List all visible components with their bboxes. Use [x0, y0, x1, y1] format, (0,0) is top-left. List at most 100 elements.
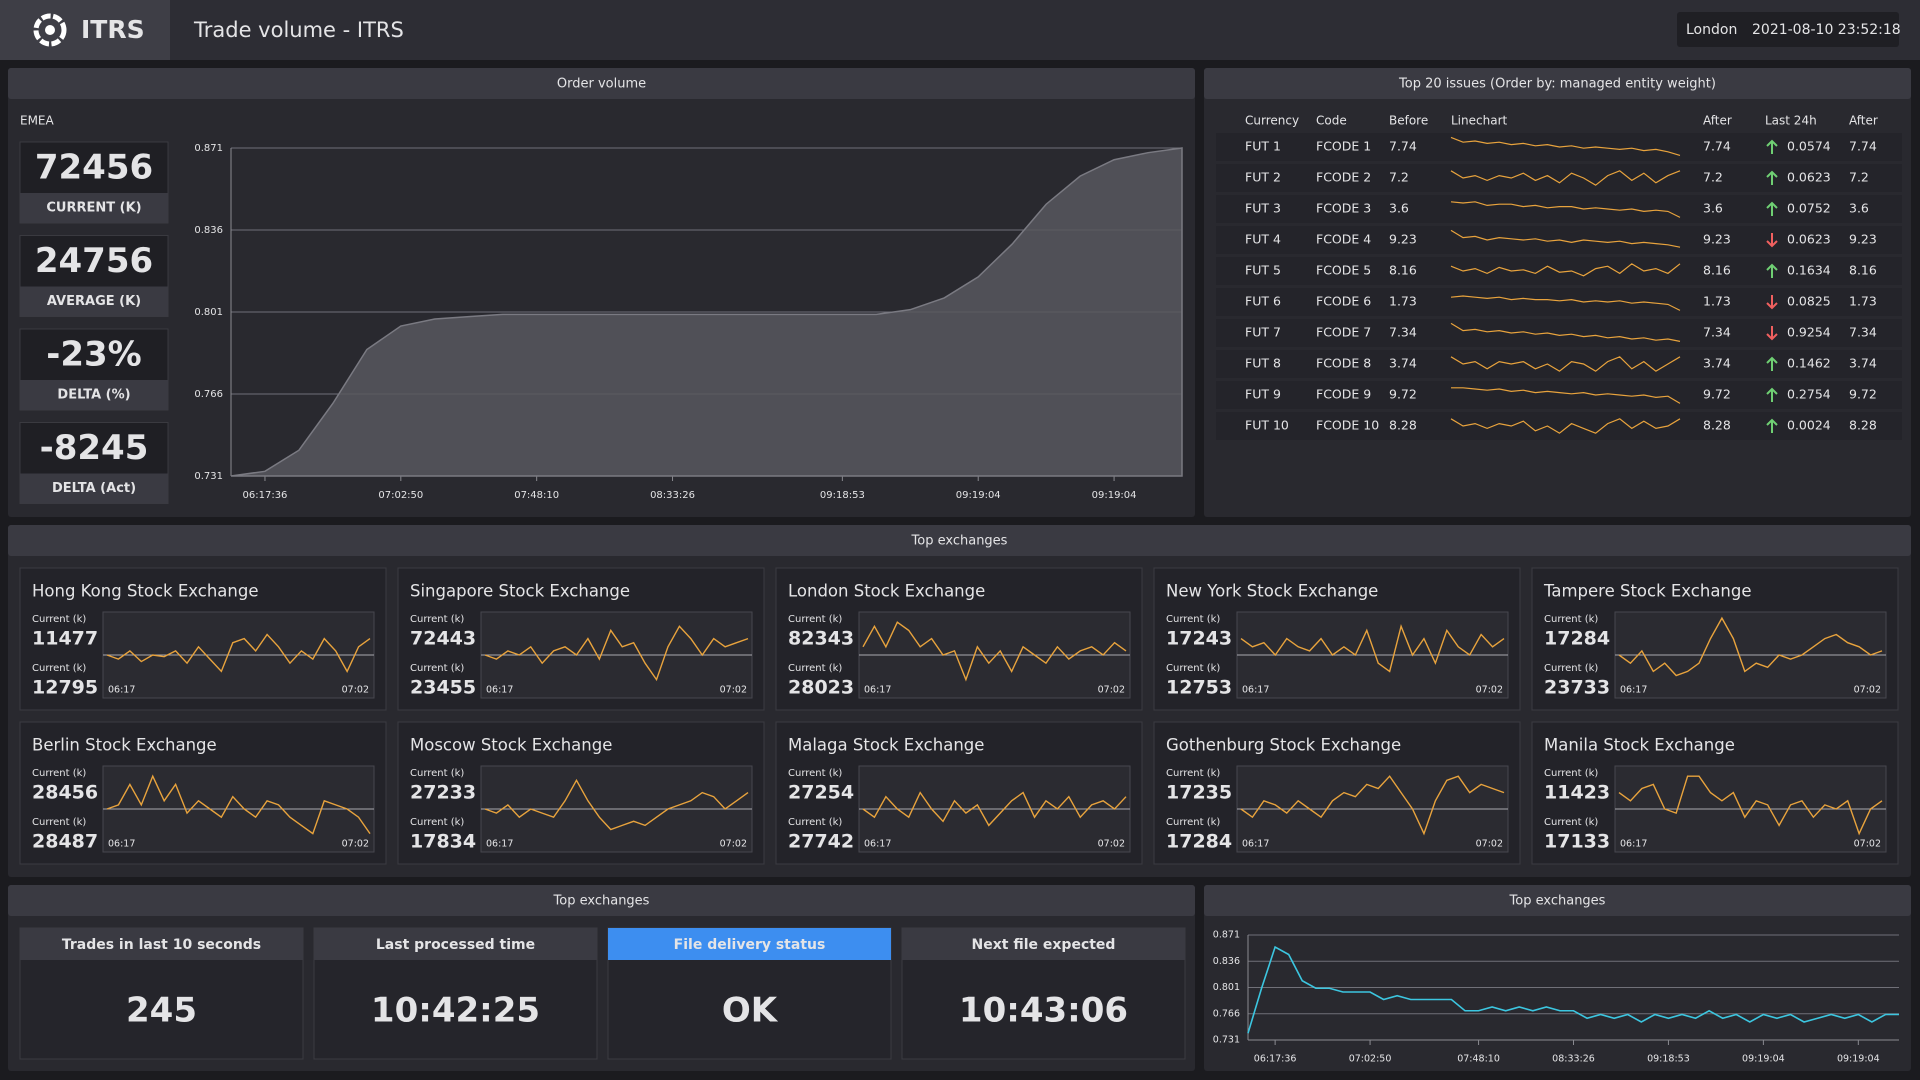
kpi-label: DELTA (Act) [52, 481, 136, 496]
row-sparkline [1450, 201, 1681, 218]
kpi-label: CURRENT (K) [46, 201, 141, 216]
column-header: Last 24h [1765, 114, 1817, 128]
previous-value: 12795 [32, 677, 98, 699]
x-end-label: 07:02 [342, 839, 369, 850]
value-label: Current (k) [410, 614, 464, 625]
tile-value: 10:43:06 [959, 991, 1128, 1031]
trend-arrow [1766, 418, 1778, 433]
table-cell: 7.34 [1849, 325, 1877, 340]
exchange-sparkline [1618, 616, 1883, 677]
table-cell: FCODE 9 [1316, 387, 1371, 402]
region: EMEA [20, 114, 55, 128]
y-tick-label: 0.766 [1213, 1008, 1240, 1019]
row-sparkline [1450, 170, 1681, 186]
table-cell: 7.2 [1703, 170, 1723, 185]
table-cell: FUT 1 [1245, 139, 1281, 154]
logo-dot [45, 25, 55, 35]
table-cell: FCODE 2 [1316, 170, 1371, 185]
table-cell: FUT 4 [1245, 232, 1281, 247]
panel [8, 885, 1195, 1071]
x-tick-label: 09:19:04 [956, 490, 1001, 501]
panel-header [8, 525, 1911, 556]
table-row [1216, 319, 1902, 347]
kpi-value: -23% [46, 335, 142, 375]
x-tick-label: 09:19:04 [1092, 490, 1137, 501]
x-tick-label: 09:19:04 [1837, 1054, 1880, 1065]
value-label: Current (k) [788, 663, 842, 674]
value-label: Current (k) [788, 768, 842, 779]
y-tick-label: 0.731 [194, 471, 223, 482]
table-cell: FUT 7 [1245, 325, 1281, 340]
exchange-sparkline [484, 625, 749, 682]
value-label: Current (k) [1544, 614, 1598, 625]
exchange-name: Malaga Stock Exchange [788, 736, 984, 755]
exchange-name: New York Stock Exchange [1166, 582, 1378, 601]
table-row [1216, 164, 1902, 192]
column-header: After [1849, 114, 1878, 128]
table-cell: 9.72 [1703, 387, 1731, 402]
page-title: Trade volume - ITRS [193, 18, 404, 42]
logo-ring [33, 13, 67, 47]
panel-title: Top exchanges [553, 894, 650, 909]
panel-header [1204, 68, 1911, 99]
table-cell: 0.9254 [1787, 325, 1831, 340]
current-value: 82343 [788, 628, 854, 650]
row-sparkline [1451, 387, 1681, 404]
y-tick-label: 0.871 [1213, 930, 1240, 941]
x-tick-label: 07:48:10 [1457, 1054, 1500, 1065]
kpi-value: -8245 [40, 428, 149, 468]
tile-header [314, 928, 597, 960]
x-start-label: 06:17 [864, 685, 891, 696]
table-cell: 0.0623 [1787, 232, 1831, 247]
x-start-label: 06:17 [1620, 685, 1647, 696]
x-tick-label: 08:33:26 [1552, 1054, 1595, 1065]
panel-title: Top exchanges [911, 534, 1008, 549]
table-cell: 3.6 [1849, 201, 1869, 216]
column-header: Before [1389, 114, 1428, 128]
table-cell: 7.74 [1389, 139, 1417, 154]
x-end-label: 07:02 [1854, 685, 1881, 696]
table-cell: 0.1462 [1787, 356, 1831, 371]
table-cell: 0.0024 [1787, 418, 1831, 433]
location: London [1686, 22, 1737, 38]
kpi-label-bar [20, 193, 168, 223]
y-tick-label: 0.871 [194, 143, 223, 154]
x-end-label: 07:02 [1476, 685, 1503, 696]
table-cell: 8.16 [1389, 263, 1417, 278]
panel-header [8, 68, 1195, 99]
column-header: After [1703, 114, 1732, 128]
table-cell: 8.28 [1703, 418, 1731, 433]
trend-arrow [1766, 170, 1778, 185]
x-tick-label: 07:48:10 [514, 490, 559, 501]
y-tick-label: 0.801 [1213, 982, 1240, 993]
clock-box [1677, 12, 1899, 47]
previous-value: 28487 [32, 831, 98, 853]
tile-title: Trades in last 10 seconds [62, 937, 261, 953]
table-cell: 8.28 [1389, 418, 1417, 433]
kpi-label-bar [20, 473, 168, 504]
x-start-label: 06:17 [864, 839, 891, 850]
table-cell: 1.73 [1703, 294, 1731, 309]
trend-arrow [1766, 201, 1778, 216]
value-label: Current (k) [788, 614, 842, 625]
x-tick-label: 09:18:53 [1647, 1054, 1690, 1065]
x-end-label: 07:02 [1854, 839, 1881, 850]
exchange-sparkline [106, 633, 371, 673]
x-start-label: 06:17 [108, 839, 135, 850]
tile-value: 10:42:25 [371, 991, 540, 1031]
table-cell: 0.0623 [1787, 170, 1831, 185]
trend-arrow [1766, 139, 1778, 154]
table-cell: 3.6 [1389, 201, 1409, 216]
table-cell: FUT 2 [1245, 170, 1281, 185]
trend-arrow [1766, 326, 1778, 341]
table-cell: FCODE 3 [1316, 201, 1371, 216]
exchange-sparkline [1240, 624, 1505, 673]
panel-title: Top exchanges [1509, 894, 1606, 909]
table-cell: 1.73 [1849, 294, 1877, 309]
exchange-name: Hong Kong Stock Exchange [32, 582, 258, 601]
exchange-name: Berlin Stock Exchange [32, 736, 217, 755]
table-cell: FUT 9 [1245, 387, 1281, 402]
exchange-name: London Stock Exchange [788, 582, 985, 601]
current-value: 17284 [1544, 628, 1610, 650]
